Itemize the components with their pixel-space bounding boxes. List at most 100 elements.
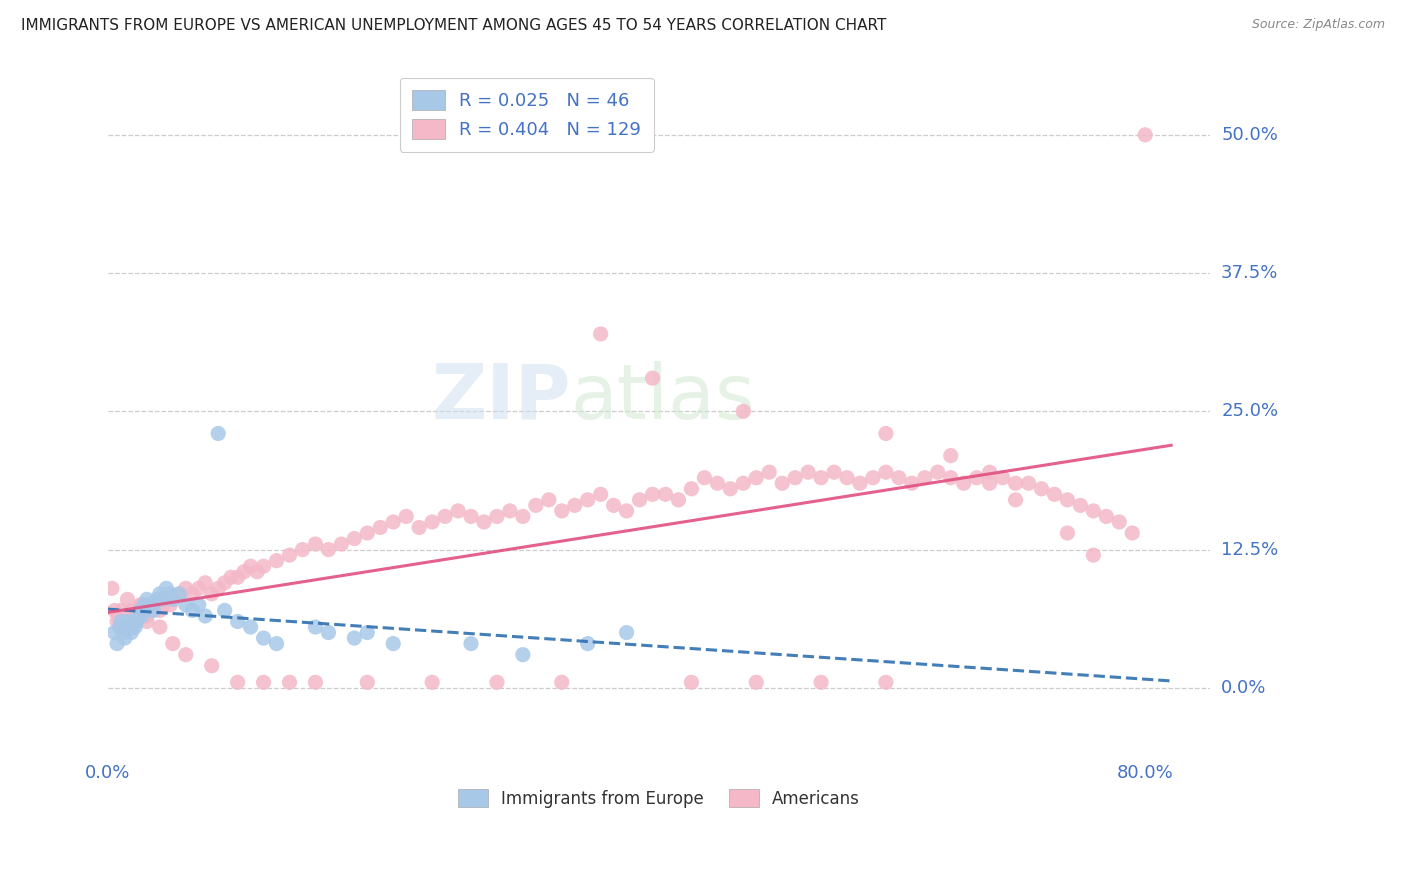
Point — [131, 598, 153, 612]
Point — [239, 559, 262, 574]
Point — [135, 615, 157, 629]
Point — [159, 598, 181, 612]
Point — [810, 471, 832, 485]
Point — [138, 603, 160, 617]
Point — [914, 471, 936, 485]
Point — [134, 609, 156, 624]
Text: IMMIGRANTS FROM EUROPE VS AMERICAN UNEMPLOYMENT AMONG AGES 45 TO 54 YEARS CORREL: IMMIGRANTS FROM EUROPE VS AMERICAN UNEMP… — [21, 18, 886, 33]
Point — [447, 504, 470, 518]
Point — [304, 675, 326, 690]
Point — [991, 471, 1014, 485]
Point — [187, 598, 209, 612]
Point — [733, 404, 755, 418]
Point — [1004, 492, 1026, 507]
Point — [174, 582, 197, 596]
Point — [135, 592, 157, 607]
Point — [356, 526, 378, 541]
Point — [124, 620, 146, 634]
Point — [142, 598, 165, 612]
Point — [146, 592, 169, 607]
Point — [121, 620, 143, 634]
Point — [641, 487, 664, 501]
Point — [120, 603, 142, 617]
Point — [939, 471, 962, 485]
Point — [117, 592, 139, 607]
Point — [1056, 526, 1078, 541]
Point — [420, 675, 443, 690]
Point — [330, 537, 353, 551]
Point — [499, 504, 522, 518]
Point — [616, 504, 638, 518]
Point — [770, 476, 793, 491]
Point — [103, 625, 125, 640]
Point — [194, 575, 217, 590]
Point — [318, 542, 340, 557]
Point — [194, 609, 217, 624]
Point — [128, 603, 150, 617]
Point — [174, 648, 197, 662]
Point — [823, 465, 845, 479]
Point — [114, 631, 136, 645]
Point — [108, 620, 131, 634]
Point — [318, 625, 340, 640]
Point — [512, 509, 534, 524]
Point — [472, 515, 495, 529]
Point — [146, 592, 169, 607]
Point — [343, 532, 366, 546]
Point — [108, 620, 131, 634]
Point — [616, 625, 638, 640]
Point — [654, 487, 676, 501]
Point — [105, 615, 128, 629]
Point — [135, 609, 157, 624]
Point — [733, 476, 755, 491]
Point — [875, 465, 897, 479]
Text: 25.0%: 25.0% — [1222, 402, 1278, 420]
Point — [114, 620, 136, 634]
Point — [797, 465, 820, 479]
Point — [887, 471, 910, 485]
Point — [121, 609, 143, 624]
Point — [207, 426, 229, 441]
Point — [134, 598, 156, 612]
Point — [576, 637, 599, 651]
Point — [252, 559, 274, 574]
Point — [1004, 476, 1026, 491]
Point — [304, 537, 326, 551]
Point — [278, 675, 301, 690]
Point — [125, 609, 148, 624]
Point — [835, 471, 858, 485]
Point — [278, 548, 301, 562]
Point — [162, 637, 184, 651]
Point — [681, 482, 703, 496]
Point — [356, 625, 378, 640]
Point — [252, 631, 274, 645]
Point — [110, 615, 132, 629]
Point — [952, 476, 974, 491]
Point — [226, 570, 249, 584]
Point — [420, 515, 443, 529]
Point — [120, 625, 142, 640]
Point — [110, 603, 132, 617]
Point — [356, 675, 378, 690]
Point — [162, 592, 184, 607]
Point — [159, 587, 181, 601]
Point — [117, 609, 139, 624]
Point — [551, 675, 574, 690]
Point — [382, 515, 405, 529]
Point — [485, 509, 508, 524]
Point — [128, 609, 150, 624]
Point — [122, 615, 145, 629]
Point — [395, 509, 418, 524]
Point — [875, 426, 897, 441]
Point — [207, 582, 229, 596]
Legend: Immigrants from Europe, Americans: Immigrants from Europe, Americans — [451, 782, 868, 814]
Text: Source: ZipAtlas.com: Source: ZipAtlas.com — [1251, 18, 1385, 31]
Point — [107, 609, 129, 624]
Text: 37.5%: 37.5% — [1222, 264, 1278, 282]
Point — [706, 476, 728, 491]
Point — [152, 592, 174, 607]
Point — [862, 471, 884, 485]
Point — [718, 482, 741, 496]
Point — [485, 675, 508, 690]
Text: atlas: atlas — [571, 360, 755, 434]
